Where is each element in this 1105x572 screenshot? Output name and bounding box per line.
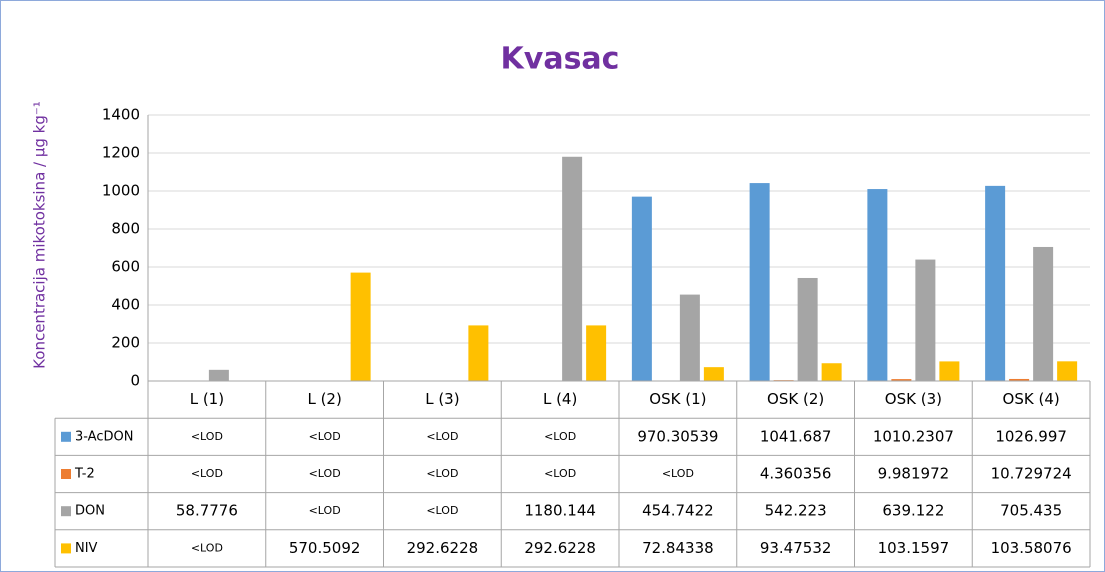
bar [1009, 378, 1030, 381]
bar [867, 189, 888, 381]
legend-key [61, 543, 71, 554]
bar [915, 259, 936, 381]
bar [1057, 361, 1078, 381]
bar [679, 294, 700, 381]
table-cell: <LOD [309, 504, 341, 517]
table-cell: <LOD [191, 541, 223, 554]
table-cell: 705.435 [1000, 502, 1062, 520]
y-tick-label: 1000 [102, 182, 140, 200]
table-cell: 292.6228 [407, 539, 479, 557]
bar [1033, 246, 1054, 381]
x-tick-label: OSK (3) [885, 390, 942, 408]
table-cell: <LOD [544, 430, 576, 443]
bar [749, 183, 770, 381]
bar [821, 363, 842, 381]
bar [939, 361, 960, 381]
bar [985, 185, 1006, 381]
legend-label: DON [75, 504, 105, 519]
bar [350, 272, 371, 381]
table-cell: <LOD [191, 430, 223, 443]
x-tick-label: L (4) [543, 390, 577, 408]
bar [208, 369, 229, 381]
x-tick-label: L (1) [190, 390, 224, 408]
table-cell: 292.6228 [524, 539, 596, 557]
x-tick-label: OSK (4) [1003, 390, 1060, 408]
x-tick-label: L (2) [307, 390, 341, 408]
y-tick-label: 0 [130, 372, 140, 390]
table-cell: 1041.687 [760, 427, 832, 445]
table-cell: <LOD [544, 467, 576, 480]
table-cell: 454.7422 [642, 502, 714, 520]
table-cell: 103.58076 [991, 539, 1072, 557]
table-cell: <LOD [309, 430, 341, 443]
table-cell: <LOD [309, 467, 341, 480]
table-cell: 970.30539 [637, 427, 718, 445]
bar [562, 156, 583, 381]
y-tick-label: 1400 [102, 106, 140, 124]
table-cell: <LOD [426, 504, 458, 517]
table-cell: 542.223 [765, 502, 827, 520]
x-tick-label: OSK (1) [649, 390, 706, 408]
y-tick-label: 400 [111, 296, 140, 314]
table-cell: <LOD [191, 467, 223, 480]
x-tick-label: L (3) [425, 390, 459, 408]
bar [586, 325, 607, 381]
y-tick-label: 800 [111, 220, 140, 238]
table-cell: 10.729724 [991, 465, 1072, 483]
table-cell: 9.981972 [878, 465, 950, 483]
table-cell: 1026.997 [995, 427, 1067, 445]
table-cell: 4.360356 [760, 465, 832, 483]
table-cell: <LOD [426, 430, 458, 443]
bar [468, 325, 489, 381]
bar [631, 196, 652, 381]
legend-key [61, 506, 71, 517]
table-cell: 103.1597 [878, 539, 950, 557]
y-tick-label: 200 [111, 334, 140, 352]
bar [703, 367, 724, 381]
x-tick-label: OSK (2) [767, 390, 824, 408]
chart-title: Kvasac [501, 42, 620, 77]
y-axis-title: Koncentracija mikotoksina / µg kg⁻¹ [31, 101, 49, 369]
table-cell: 58.7776 [176, 502, 238, 520]
table-cell: <LOD [426, 467, 458, 480]
table-cell: 570.5092 [289, 539, 361, 557]
table-cell: 1180.144 [524, 502, 596, 520]
legend-label: 3-AcDON [75, 429, 133, 444]
table-cell: 72.84338 [642, 539, 714, 557]
legend-key [61, 469, 71, 479]
table-cell: 1010.2307 [873, 427, 954, 445]
bar [891, 379, 912, 381]
y-tick-label: 1200 [102, 144, 140, 162]
table-cell: <LOD [662, 467, 694, 480]
table-cell: 639.122 [882, 502, 944, 520]
y-tick-label: 600 [111, 258, 140, 276]
table-cell: 93.47532 [760, 539, 832, 557]
legend-label: NIV [75, 541, 98, 556]
bar [797, 277, 818, 381]
legend-label: T-2 [74, 467, 95, 482]
legend-key [61, 431, 71, 442]
